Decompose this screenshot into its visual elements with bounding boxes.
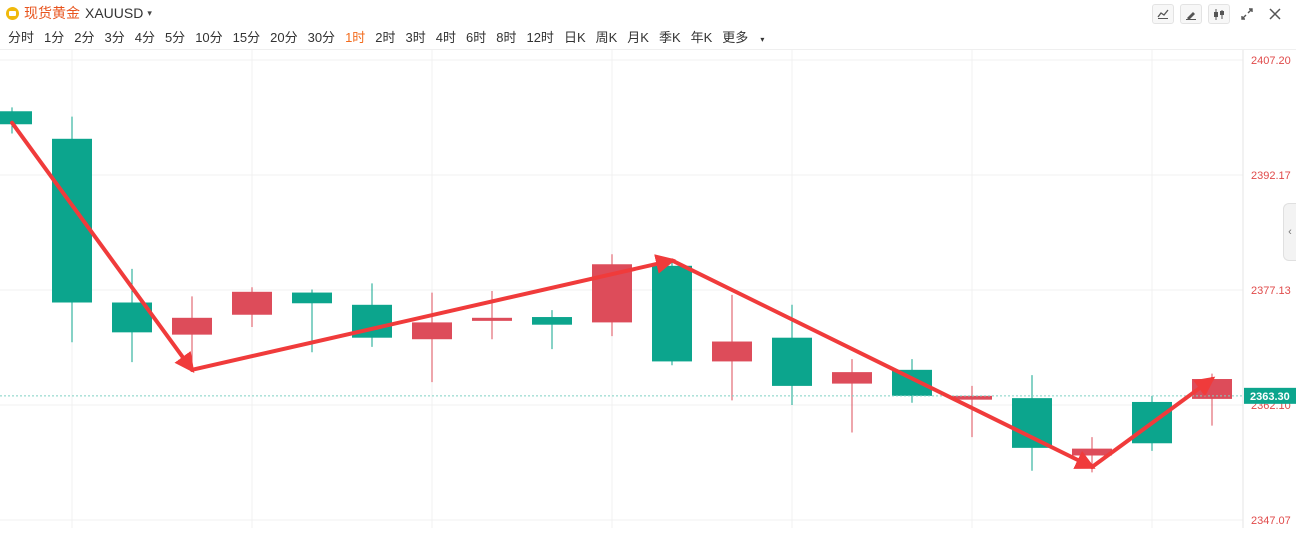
period-tab-20[interactable]: 季K [658,30,681,45]
header-divider [0,49,1296,50]
candle-body-16[interactable] [952,395,992,400]
y-tick-label-0: 2407.20 [1251,55,1291,67]
trend-arrow-1 [190,254,676,372]
symbol-selector[interactable]: 现货黄金 XAUUSD ▾ [6,3,152,23]
period-tab-19[interactable]: 月K [627,30,649,45]
candle-body-3[interactable] [172,317,212,335]
candle-body-4[interactable] [232,291,272,315]
candle-body-8[interactable] [472,317,512,321]
trend-arrow-2 [670,258,1096,469]
candlestick-chart[interactable]: 2407.202392.172377.132362.102347.072363.… [0,50,1296,548]
trend-arrow-3 [1090,376,1216,469]
pen-icon[interactable] [1180,4,1202,24]
fullscreen-icon[interactable] [1236,4,1258,24]
candle-body-9[interactable] [532,317,572,325]
candle-body-14[interactable] [832,372,872,384]
period-tab-8[interactable]: 20分 [270,30,298,45]
period-tab-5[interactable]: 5分 [164,30,186,45]
chevron-down-icon: ▾ [147,7,152,18]
period-tabs: 分时 1分 2分 3分 4分 5分 10分 15分 20分 30分 1时 2时 3时 4时 6时 8时 12时日… [8,27,784,46]
period-tab-10[interactable]: 1时 [345,30,366,45]
period-tab-18[interactable]: 周K [595,30,618,45]
period-tab-12[interactable]: 3时 [405,30,426,45]
y-tick-label-1: 2392.17 [1251,170,1291,182]
candle-body-17[interactable] [1012,398,1052,448]
last-price-badge [1244,387,1296,404]
candle-body-7[interactable] [412,322,452,340]
period-more-button[interactable]: 更多 ▾ [722,27,774,46]
last-price-label: 2363.30 [1250,391,1290,403]
period-tab-13[interactable]: 4时 [435,30,456,45]
candle-body-0[interactable] [0,111,32,125]
gold-coin-icon [6,6,19,20]
candle-body-1[interactable] [52,138,92,303]
period-tab-6[interactable]: 10分 [195,30,223,45]
y-tick-label-4: 2347.07 [1251,515,1291,527]
trend-arrow-0 [10,120,195,374]
period-tab-21[interactable]: 年K [690,30,713,45]
chevron-down-icon: ▾ [760,35,765,44]
period-tab-17[interactable]: 日K [563,30,586,45]
period-tab-4[interactable]: 4分 [134,30,155,45]
period-tab-11[interactable]: 2时 [375,30,396,45]
candle-body-11[interactable] [652,265,692,362]
chart-header: 现货黄金 XAUUSD ▾ [0,0,1296,24]
period-more-label: 更多 [722,30,749,45]
candle-body-13[interactable] [772,337,812,386]
period-tab-0[interactable]: 分时 [8,30,35,45]
symbol-code: XAUUSD [85,5,144,21]
period-tab-16[interactable]: 12时 [526,30,554,45]
period-tab-2[interactable]: 2分 [74,30,95,45]
side-panel-toggle[interactable]: ‹ [1283,203,1296,261]
period-tab-9[interactable]: 30分 [307,30,336,45]
period-tab-3[interactable]: 3分 [104,30,125,45]
symbol-name: 现货黄金 [24,5,80,21]
toolbar [1152,4,1286,24]
period-tab-7[interactable]: 15分 [232,30,261,45]
close-icon[interactable] [1264,4,1286,24]
candlestick-icon[interactable] [1208,4,1230,24]
y-tick-label-2: 2377.13 [1251,285,1291,297]
period-tab-15[interactable]: 8时 [496,30,517,45]
line-chart-icon[interactable] [1152,4,1174,24]
candle-body-12[interactable] [712,341,752,362]
candle-body-5[interactable] [292,292,332,304]
chevron-left-icon: ‹ [1288,226,1292,238]
period-tab-1[interactable]: 1分 [44,30,65,45]
period-tab-14[interactable]: 6时 [466,30,487,45]
